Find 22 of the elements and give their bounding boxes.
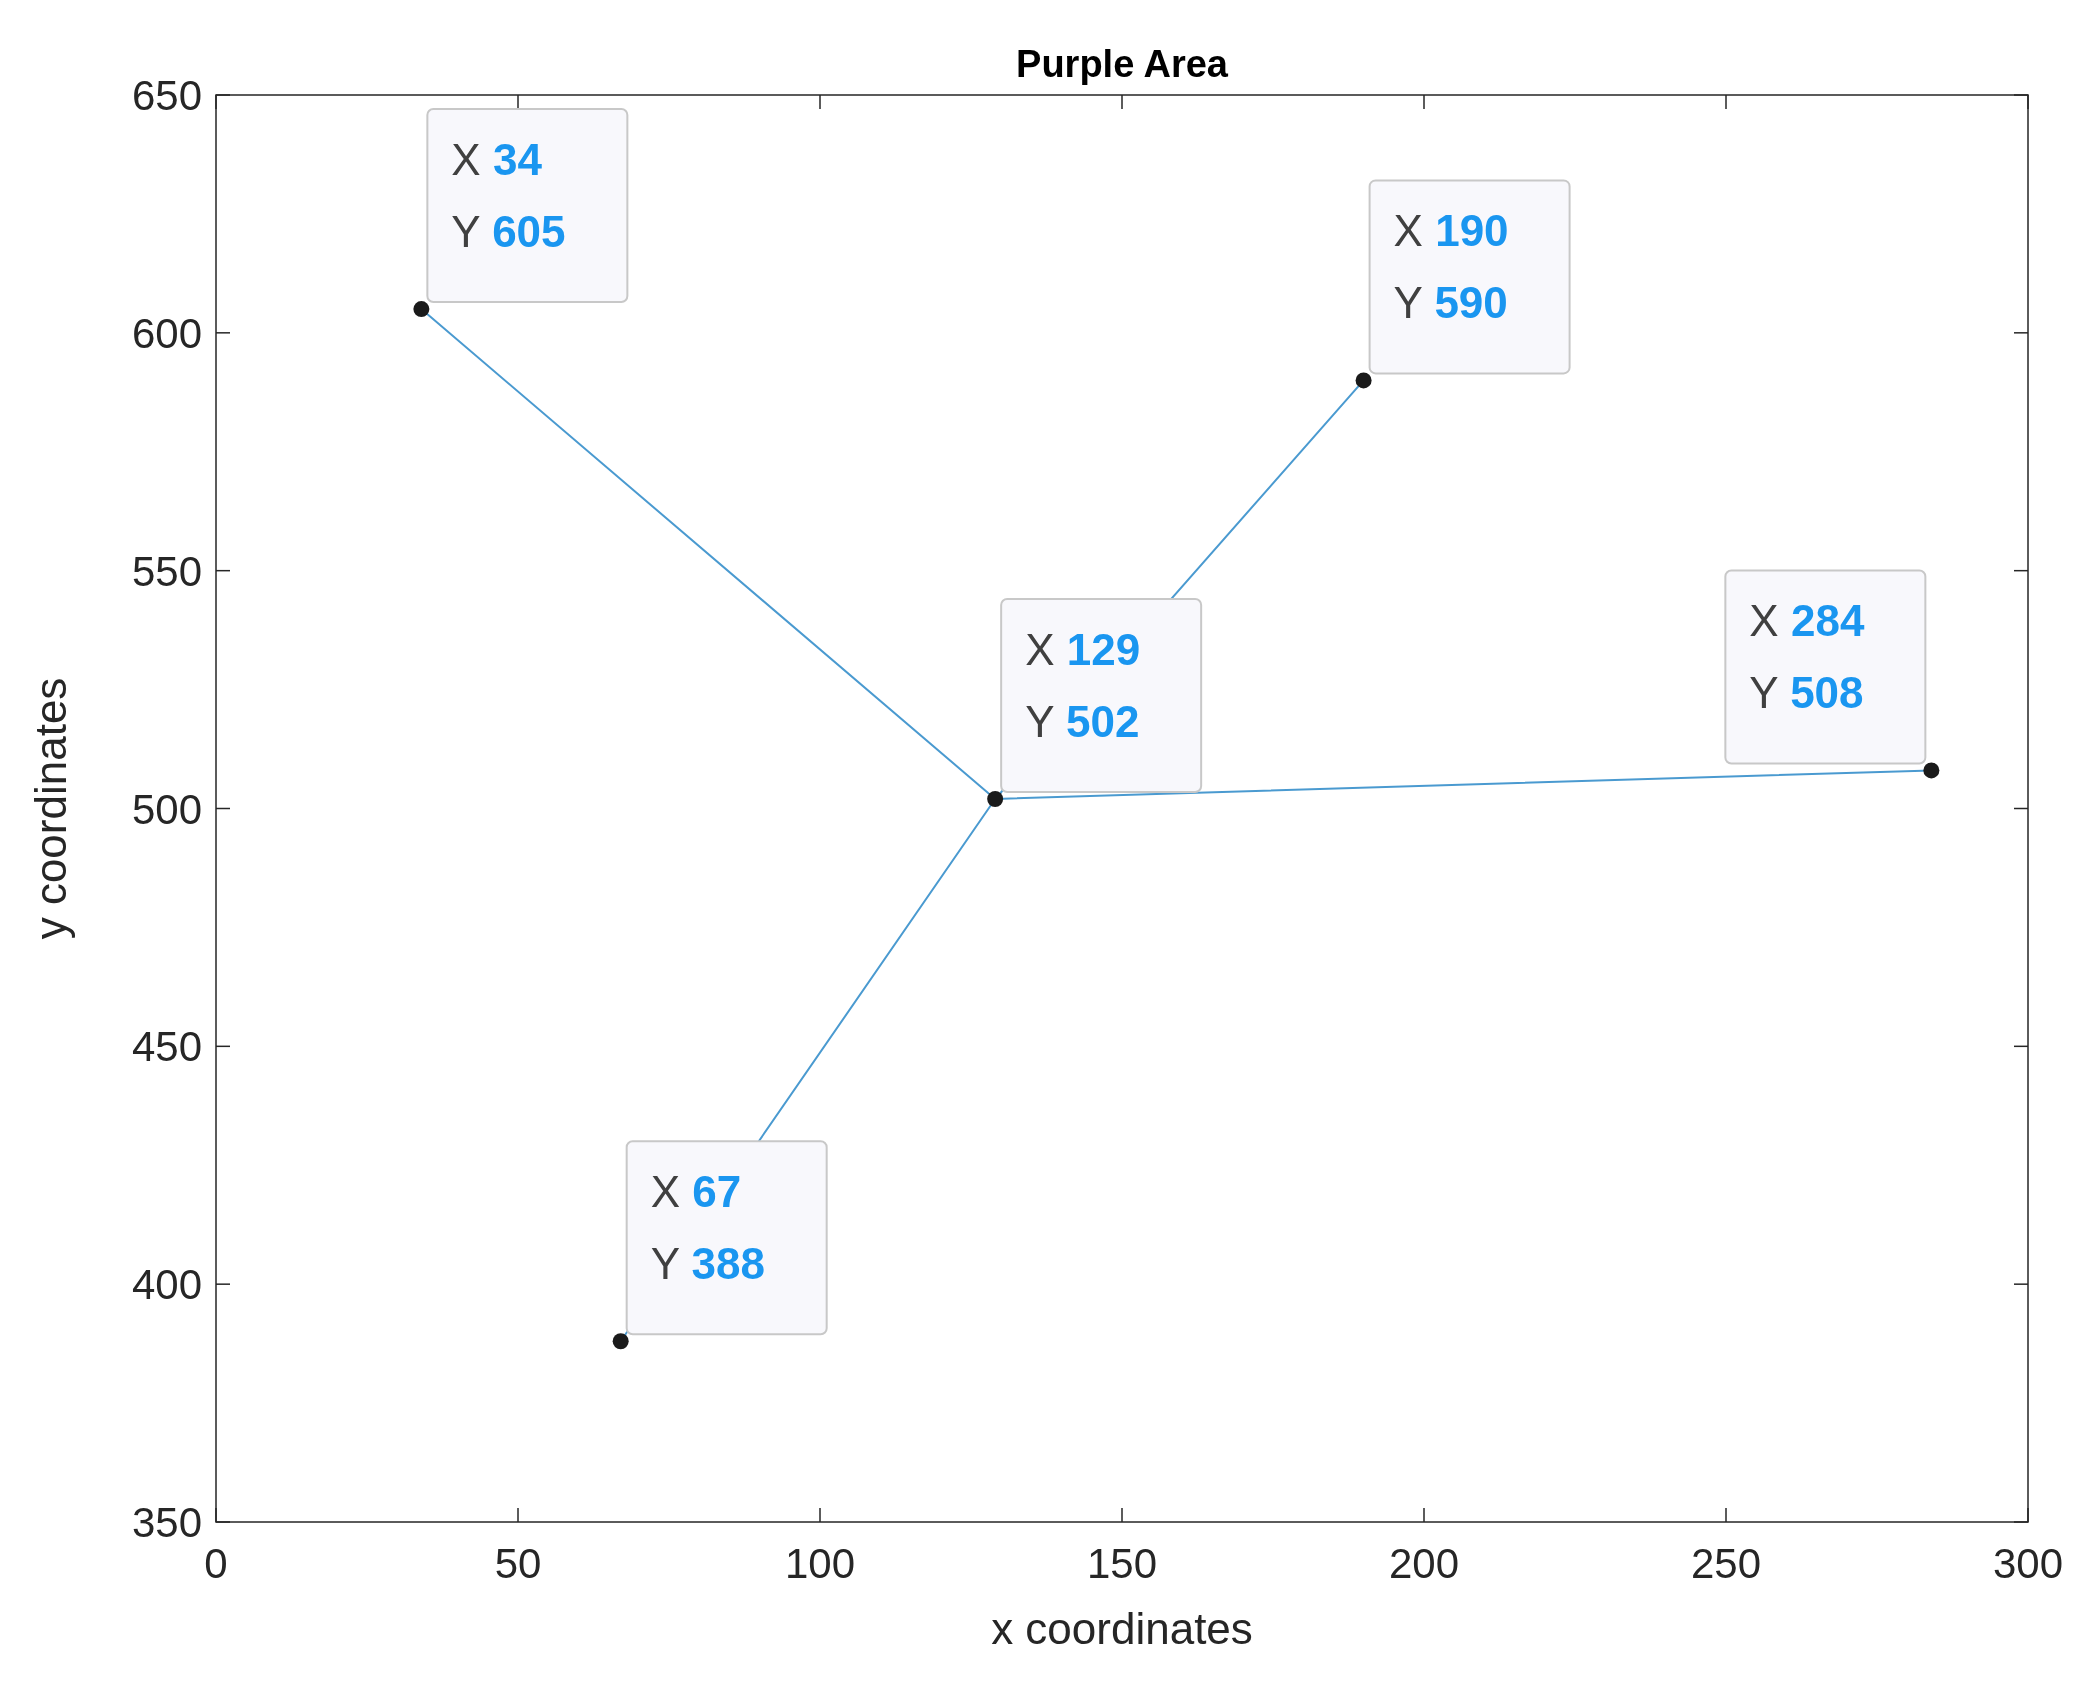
y-axis-title: y coordinates <box>26 677 75 940</box>
x-tick-label: 200 <box>1388 1540 1460 1587</box>
y-tick-label: 550 <box>131 547 202 595</box>
annotation: X 190 Y 590 <box>1393 206 1509 328</box>
x-tick-label: 0 <box>204 1540 228 1587</box>
annotation: X 129 Y 502 <box>1025 624 1141 746</box>
y-tick-label: 500 <box>131 785 202 833</box>
y-tick-label: 600 <box>131 309 202 357</box>
annotation: X 34 Y 605 <box>451 135 566 257</box>
chart-title: Purple Area <box>1016 43 1229 85</box>
x-axis-title: x coordinates <box>991 1604 1253 1653</box>
annotation: X 67 Y 388 <box>650 1167 765 1289</box>
annotation: X 284 Y 508 <box>1749 596 1865 718</box>
y-tick-label: 450 <box>131 1023 202 1071</box>
y-tick-label: 650 <box>131 72 202 119</box>
x-tick-label: 150 <box>1086 1540 1158 1587</box>
x-tick-label: 100 <box>784 1540 856 1587</box>
x-tick-label: 300 <box>1992 1540 2064 1587</box>
y-tick-label: 350 <box>131 1499 202 1546</box>
x-tick-label: 50 <box>494 1540 542 1587</box>
x-tick-label: 250 <box>1690 1540 1762 1587</box>
y-tick-label: 400 <box>131 1261 202 1309</box>
